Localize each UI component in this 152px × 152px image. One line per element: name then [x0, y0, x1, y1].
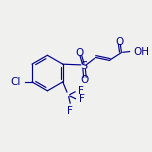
- Text: F: F: [79, 94, 85, 104]
- Text: S: S: [80, 61, 87, 71]
- Text: OH: OH: [133, 47, 149, 57]
- Text: O: O: [116, 37, 124, 47]
- Text: F: F: [78, 86, 84, 96]
- Text: F: F: [67, 106, 73, 116]
- Text: Cl: Cl: [10, 77, 21, 87]
- Text: O: O: [75, 48, 83, 58]
- Text: O: O: [80, 75, 88, 85]
